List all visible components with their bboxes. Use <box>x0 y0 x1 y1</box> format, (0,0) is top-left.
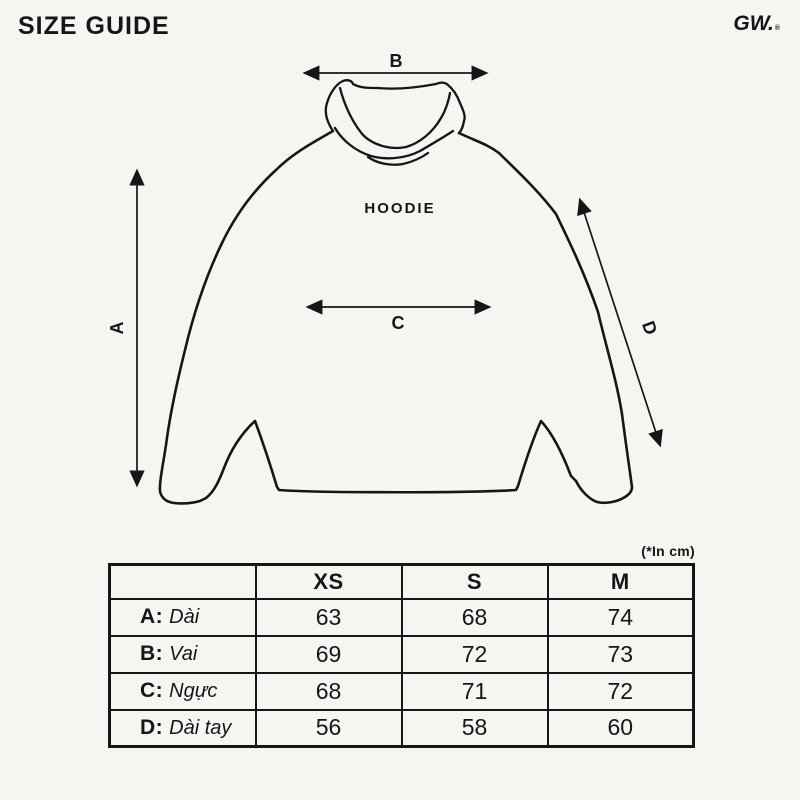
row-key-d: D: <box>140 715 164 739</box>
row-name-d: Dài tay <box>169 716 232 739</box>
size-table-section: (*In cm) XS S M A: Dài 63 68 74 B: Vai 69 <box>108 543 695 748</box>
size-table: XS S M A: Dài 63 68 74 B: Vai 69 72 73 <box>108 563 695 748</box>
column-header-s: S <box>400 563 549 600</box>
value-d-s: 58 <box>400 708 549 748</box>
table-row-b: B: Vai 69 72 73 <box>108 634 695 674</box>
value-b-m: 73 <box>546 634 695 674</box>
corner-cell <box>108 563 257 600</box>
unit-note: (*In cm) <box>641 543 695 559</box>
page-title: SIZE GUIDE <box>18 12 170 40</box>
table-row-a: A: Dài 63 68 74 <box>108 597 695 637</box>
row-label-c: C: Ngực <box>108 671 257 711</box>
row-key-c: C: <box>140 679 164 702</box>
value-b-xs: 69 <box>254 634 403 674</box>
row-label-b: B: Vai <box>108 634 257 674</box>
row-key-b: B: <box>140 642 164 665</box>
hood-opening-line <box>338 86 452 150</box>
dimension-label-a: A <box>107 322 127 335</box>
table-row-d: D: Dài tay 56 58 60 <box>108 708 695 748</box>
value-c-xs: 68 <box>254 671 403 711</box>
collar-seam-line <box>366 151 430 166</box>
dimension-label-b: B <box>390 51 403 71</box>
value-a-xs: 63 <box>254 597 403 637</box>
hoodie-measurement-diagram: B A C D HOODIE <box>107 51 663 505</box>
value-b-s: 72 <box>400 634 549 674</box>
brand-logo: GW.® <box>733 12 780 36</box>
row-label-a: A: Dài <box>108 597 257 637</box>
registered-mark: ® <box>774 25 780 32</box>
size-table-header-row: XS S M <box>108 563 695 600</box>
value-c-s: 71 <box>400 671 549 711</box>
row-label-d: D: Dài tay <box>108 708 257 748</box>
dimension-label-c: C <box>392 313 405 333</box>
column-header-m: M <box>546 563 695 600</box>
hood-outline <box>324 79 466 135</box>
collar-lower-line <box>333 126 455 160</box>
row-name-b: Vai <box>169 643 198 665</box>
value-c-m: 72 <box>546 671 695 711</box>
row-name-a: Dài <box>169 606 200 628</box>
dimension-arrow-d <box>577 197 663 448</box>
value-d-m: 60 <box>546 708 695 748</box>
row-name-c: Ngực <box>169 680 218 702</box>
garment-label: HOODIE <box>364 200 435 217</box>
column-header-xs: XS <box>254 563 403 600</box>
value-a-m: 74 <box>546 597 695 637</box>
value-d-xs: 56 <box>254 708 403 748</box>
value-a-s: 68 <box>400 597 549 637</box>
page-header: SIZE GUIDE GW.® <box>18 12 780 41</box>
brand-logo-text: GW. <box>733 12 774 35</box>
dimension-label-d: D <box>638 318 661 337</box>
row-key-a: A: <box>140 605 164 628</box>
table-row-c: C: Ngực 68 71 72 <box>108 671 695 711</box>
